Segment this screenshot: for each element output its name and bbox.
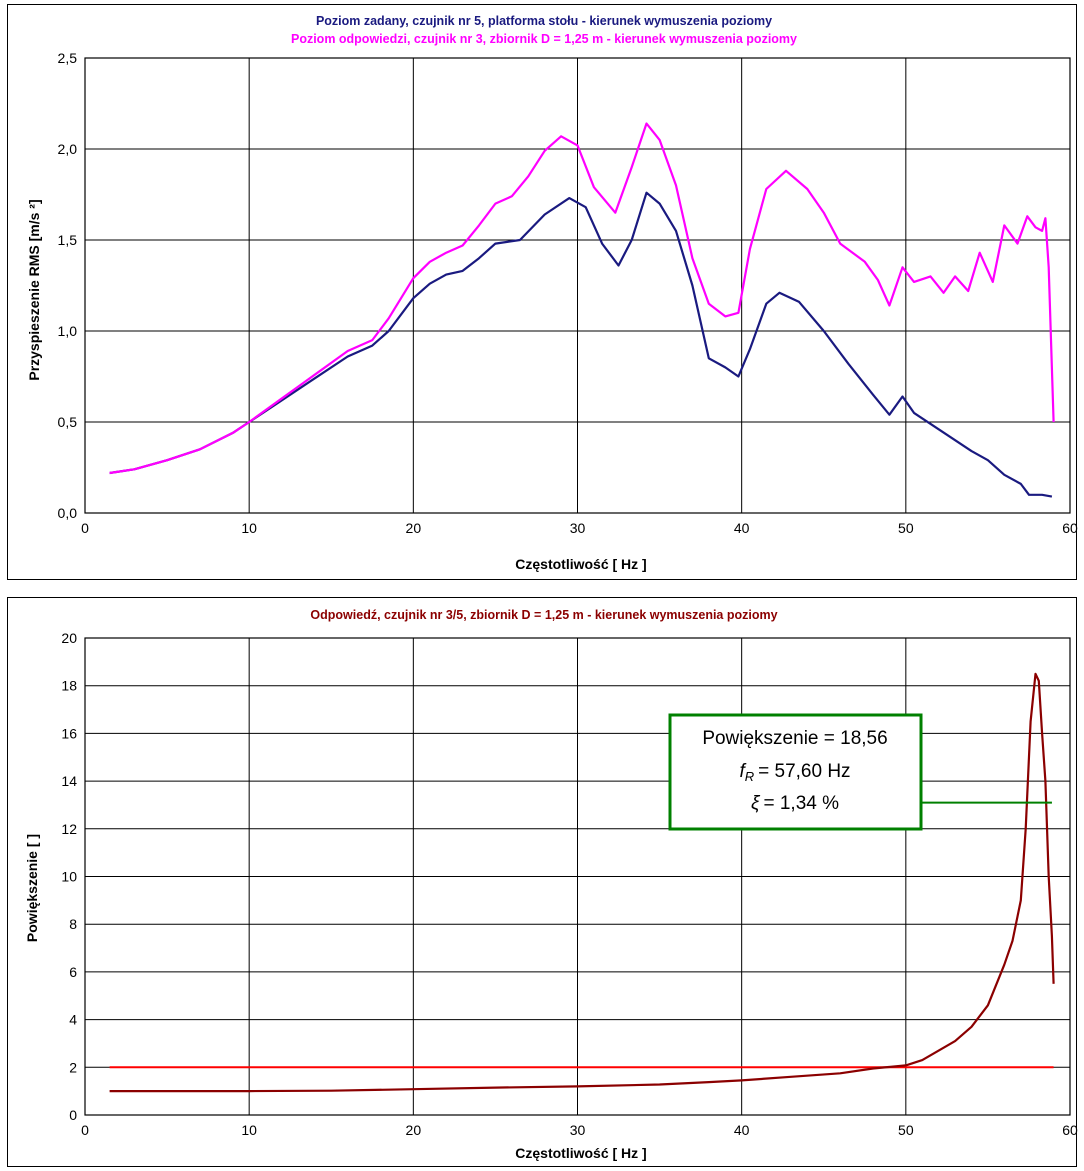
annotation-resonance-frequency: fR = 57,60 Hz	[739, 761, 850, 784]
y-tick-label: 0	[69, 1107, 77, 1123]
series-line-1	[109, 191, 1053, 498]
x-tick-label: 10	[241, 1122, 257, 1138]
x-tick-label: 30	[570, 1122, 586, 1138]
plot-area-frame	[84, 637, 1071, 1116]
y-tick-label: 16	[61, 725, 77, 741]
chart-title: Odpowiedź, czujnik nr 3/5, zbiornik D = …	[310, 608, 777, 622]
x-tick-label: 50	[898, 1122, 914, 1138]
y-tick-label: 10	[61, 869, 77, 885]
y-axis-label: Przyspieszenie RMS [m/s ²]	[26, 199, 42, 380]
x-axis-label: Częstotliwość [ Hz ]	[515, 1145, 646, 1161]
y-tick-label: 14	[61, 773, 77, 789]
y-tick-label: 4	[69, 1012, 77, 1028]
y-tick-label: 8	[69, 916, 77, 932]
y-tick-label: 2,5	[58, 50, 78, 66]
annotation-damping: ξ = 1,34 %	[751, 793, 839, 814]
plot-area-frame	[84, 57, 1071, 514]
x-tick-label: 10	[241, 520, 257, 536]
y-tick-label: 18	[61, 678, 77, 694]
annotation-box	[668, 713, 923, 831]
y-axis-label: Powiększenie [ ]	[24, 834, 40, 942]
chart-title: Poziom zadany, czujnik nr 5, platforma s…	[316, 14, 772, 28]
x-axis-label: Częstotliwość [ Hz ]	[515, 556, 646, 572]
x-tick-label: 40	[734, 520, 750, 536]
y-tick-label: 2,0	[58, 141, 78, 157]
series-line-2	[109, 122, 1055, 475]
y-tick-label: 6	[69, 964, 77, 980]
annotation-magnification: Powiększenie = 18,56	[702, 728, 887, 749]
x-tick-label: 60	[1062, 520, 1078, 536]
x-tick-label: 30	[570, 520, 586, 536]
x-tick-label: 50	[898, 520, 914, 536]
series-line-1	[109, 672, 1055, 1093]
rms-acceleration-chart: Poziom zadany, czujnik nr 5, platforma s…	[26, 14, 1078, 572]
x-tick-label: 20	[406, 520, 422, 536]
x-tick-label: 60	[1062, 1122, 1078, 1138]
x-tick-label: 40	[734, 1122, 750, 1138]
y-tick-label: 20	[61, 630, 77, 646]
x-tick-label: 20	[406, 1122, 422, 1138]
y-tick-label: 2	[69, 1059, 77, 1075]
chart-panel-top: Poziom zadany, czujnik nr 5, platforma s…	[7, 4, 1078, 580]
y-tick-label: 12	[61, 821, 77, 837]
y-tick-label: 1,5	[58, 232, 78, 248]
y-tick-label: 1,0	[58, 323, 78, 339]
chart-panel-bottom: Odpowiedź, czujnik nr 3/5, zbiornik D = …	[7, 597, 1078, 1167]
x-tick-label: 0	[81, 1122, 89, 1138]
x-tick-label: 0	[81, 520, 89, 536]
chart-subtitle: Poziom odpowiedzi, czujnik nr 3, zbiorni…	[291, 32, 797, 46]
y-tick-label: 0,0	[58, 505, 78, 521]
y-tick-label: 0,5	[58, 414, 78, 430]
magnification-chart: Odpowiedź, czujnik nr 3/5, zbiornik D = …	[24, 608, 1078, 1161]
